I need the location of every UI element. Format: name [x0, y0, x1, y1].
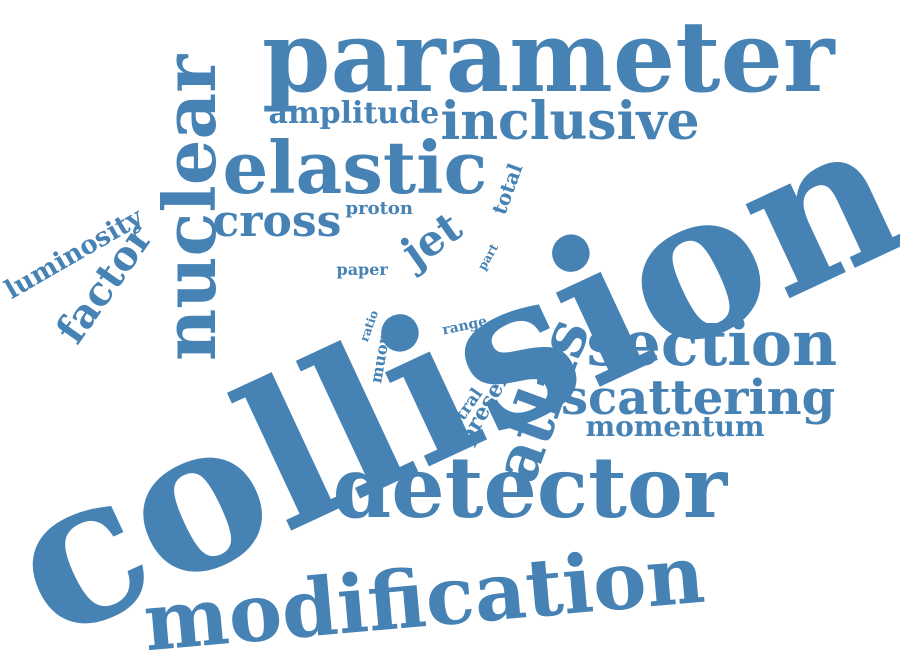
word-section: section: [586, 307, 838, 380]
word-detector: detector: [332, 438, 728, 537]
word-amplitude: amplitude: [268, 96, 440, 131]
word-momentum: momentum: [585, 410, 765, 443]
word-total: total: [486, 160, 528, 218]
word-parameter: parameter: [262, 0, 835, 115]
word-proton: proton: [345, 198, 413, 219]
word-scattering: scattering: [561, 370, 836, 426]
word-inclusive: inclusive: [440, 91, 700, 152]
word-cross: cross: [212, 196, 342, 247]
word-paper: paper: [336, 260, 388, 279]
word-elastic: elastic: [222, 125, 488, 210]
